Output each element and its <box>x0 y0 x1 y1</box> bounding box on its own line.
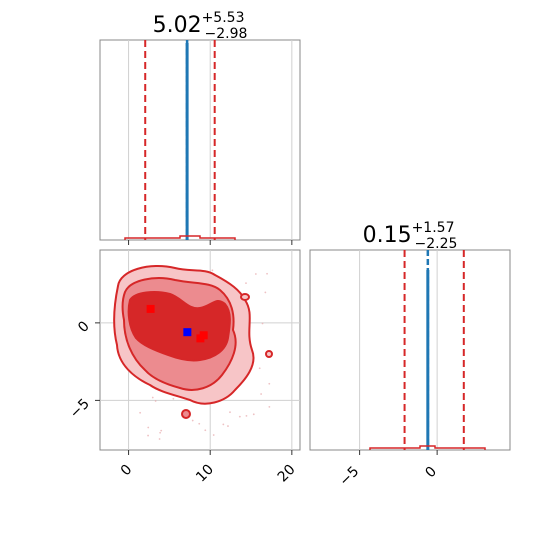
panel-frame <box>309 249 511 451</box>
panel-title: 5.02+5.53 −2.98 <box>153 10 248 42</box>
sample-point <box>160 429 163 432</box>
sample-point <box>211 269 214 272</box>
sample-point <box>158 438 161 440</box>
sample-point <box>204 429 207 432</box>
sample-point <box>147 434 149 437</box>
title-upper: +5.53 <box>202 10 245 26</box>
x-ticks <box>128 240 293 245</box>
histogram-outline <box>369 445 486 450</box>
x-ticks: −5 0 <box>337 450 440 489</box>
sample-point <box>172 397 175 400</box>
sample-point <box>260 393 263 395</box>
truth-marker <box>183 328 192 337</box>
sample-point <box>261 322 264 325</box>
title-upper: +1.57 <box>412 220 455 236</box>
sample-point <box>191 419 194 422</box>
grid <box>128 40 293 240</box>
sample-point <box>268 382 271 385</box>
title-lower: −2.25 <box>414 236 457 252</box>
sample-point <box>139 411 142 414</box>
sample-point <box>254 273 257 275</box>
sample-point <box>198 422 201 425</box>
x-tick-label: 10 <box>193 462 217 486</box>
sample-point <box>212 434 215 436</box>
y-ticks: 0 −5 <box>67 318 100 422</box>
panel-title: 0.15+1.57 −2.25 <box>363 220 458 252</box>
contour-island <box>240 293 250 301</box>
sample-point <box>227 425 229 427</box>
histogram-outline <box>124 235 236 240</box>
sample-point <box>266 272 268 275</box>
sample-point <box>147 426 150 429</box>
sample-marker <box>199 331 208 340</box>
sample-point <box>245 282 247 285</box>
contour-small-islands <box>181 293 273 419</box>
quantile-lines <box>144 40 216 240</box>
sample-point <box>222 423 225 426</box>
title-median: 5.02 <box>153 13 202 38</box>
sample-point <box>264 291 267 294</box>
y-tick-label: 0 <box>75 318 93 336</box>
sample-point <box>252 413 255 416</box>
sample-point <box>154 400 157 402</box>
panel-frame <box>99 39 301 241</box>
x-tick-label: 0 <box>118 462 136 480</box>
x-tick-label: 0 <box>422 464 440 482</box>
truth-markers <box>146 304 208 343</box>
marginal-panel-param-1: 5.02+5.53 −2.98 <box>99 10 301 245</box>
sample-point <box>238 415 241 418</box>
title-lower: −2.98 <box>204 26 247 42</box>
title-median: 0.15 <box>363 223 412 248</box>
sample-point <box>151 396 154 399</box>
sample-point <box>229 411 231 414</box>
y-tick-label: −5 <box>67 396 93 422</box>
x-tick-label: 20 <box>275 462 299 486</box>
sample-point <box>268 405 271 408</box>
joint-panel: 0 10 20 0 −5 <box>67 249 301 485</box>
sample-point <box>258 367 261 370</box>
quantile-lines <box>403 250 465 450</box>
sample-point <box>245 414 248 417</box>
marginal-panel-param-2: −5 0 0.15+1.57 −2.25 <box>309 220 511 489</box>
contour-island <box>265 350 273 358</box>
x-tick-label: −5 <box>337 464 363 490</box>
sample-point <box>159 431 162 434</box>
grid <box>359 250 438 450</box>
sample-marker <box>146 304 155 313</box>
x-ticks: 0 10 20 <box>118 450 299 485</box>
contour-island <box>181 409 191 419</box>
